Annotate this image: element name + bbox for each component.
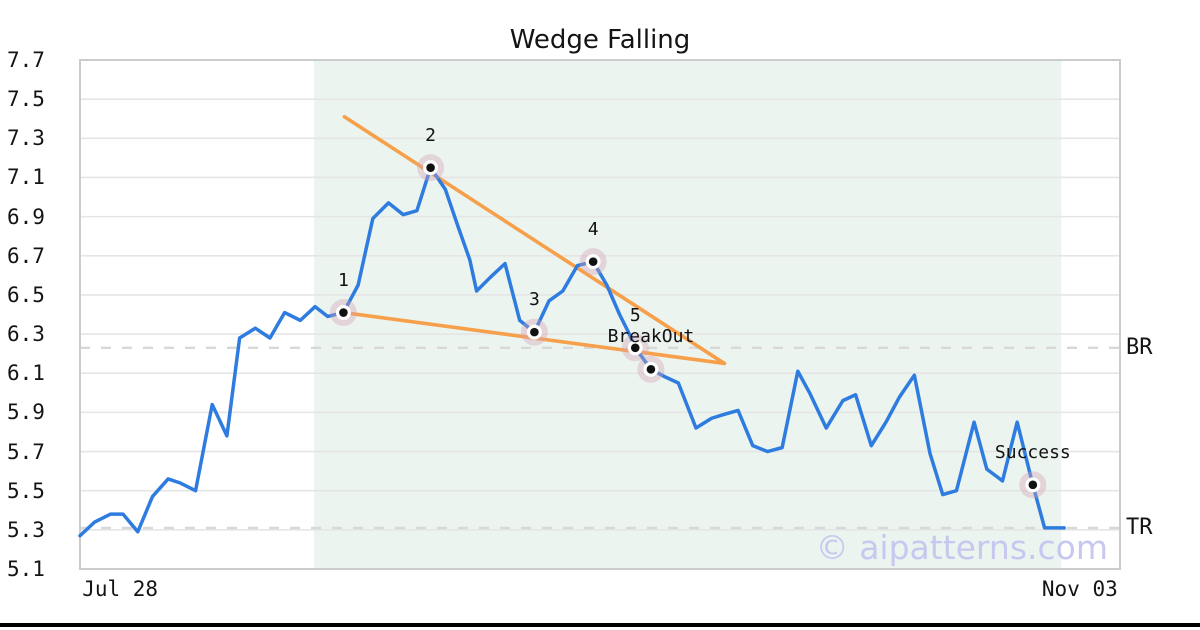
level-label-tr: TR — [1126, 514, 1153, 540]
y-tick-label: 5.1 — [7, 557, 45, 581]
y-tick-label: 6.9 — [7, 204, 45, 229]
y-tick-label: 5.3 — [7, 517, 45, 542]
x-tick-label: Nov 03 — [1041, 577, 1118, 601]
watermark: © aipatterns.com — [815, 528, 1108, 567]
marker-dot-1 — [339, 308, 348, 317]
marker-dot-breakout — [646, 365, 656, 374]
y-tick-label: 6.7 — [7, 243, 45, 268]
chart-title: Wedge Falling — [509, 25, 691, 55]
y-tick-label: 7.5 — [7, 87, 45, 112]
y-tick-label: 7.3 — [7, 126, 45, 151]
marker-dot-success — [1028, 480, 1038, 490]
x-tick-label: Jul 28 — [82, 577, 159, 601]
marker-dot-2 — [426, 163, 435, 172]
marker-dot-3 — [530, 327, 539, 337]
wedge-upper-trendline — [342, 114, 727, 366]
y-tick-label: 5.9 — [7, 400, 45, 425]
y-tick-label: 6.5 — [7, 282, 45, 307]
annotation-label-breakout: BreakOut — [607, 326, 695, 348]
y-tick-label: 7.7 — [7, 48, 45, 72]
bottom-border-bar — [0, 623, 1200, 627]
annotation-label-2: 2 — [425, 124, 436, 146]
annotation-label-5: 5 — [629, 304, 641, 326]
marker-dot-5 — [630, 343, 640, 353]
y-tick-label: 6.3 — [7, 322, 45, 347]
level-label-br: BR — [1126, 334, 1153, 360]
y-tick-label: 5.7 — [7, 439, 45, 464]
plot-border — [79, 59, 1121, 570]
y-tick-label: 5.5 — [7, 478, 45, 503]
price-line — [78, 165, 1066, 538]
annotation-label-4: 4 — [587, 218, 599, 240]
pattern-band — [314, 60, 1062, 569]
y-tick-label: 6.1 — [7, 361, 45, 386]
annotation-label-success: Success — [994, 441, 1071, 463]
annotation-label-1: 1 — [338, 269, 349, 291]
marker-dot-4 — [588, 257, 598, 266]
annotation-label-3: 3 — [528, 289, 540, 311]
y-tick-label: 7.1 — [7, 165, 45, 190]
